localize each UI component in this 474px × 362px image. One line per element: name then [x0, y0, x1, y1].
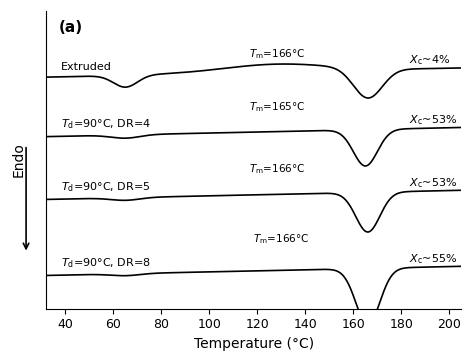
Text: $\mathit{T}_{\mathrm{m}}$=165°C: $\mathit{T}_{\mathrm{m}}$=165°C	[248, 100, 305, 114]
Text: $\mathit{T}_{\mathrm{d}}$=90°C, DR=8: $\mathit{T}_{\mathrm{d}}$=90°C, DR=8	[61, 256, 151, 270]
Text: $\mathit{X}_{\mathrm{c}}$~55%: $\mathit{X}_{\mathrm{c}}$~55%	[409, 252, 457, 266]
Y-axis label: Endo: Endo	[11, 142, 26, 177]
Text: $\mathit{T}_{\mathrm{d}}$=90°C, DR=4: $\mathit{T}_{\mathrm{d}}$=90°C, DR=4	[61, 118, 151, 131]
Text: $\mathit{T}_{\mathrm{d}}$=90°C, DR=5: $\mathit{T}_{\mathrm{d}}$=90°C, DR=5	[61, 180, 150, 194]
Text: (a): (a)	[59, 20, 83, 35]
X-axis label: Temperature (°C): Temperature (°C)	[194, 337, 314, 351]
Text: $\mathit{T}_{\mathrm{m}}$=166°C: $\mathit{T}_{\mathrm{m}}$=166°C	[254, 232, 310, 246]
Text: $\mathit{T}_{\mathrm{m}}$=166°C: $\mathit{T}_{\mathrm{m}}$=166°C	[248, 47, 305, 61]
Text: $\mathit{T}_{\mathrm{m}}$=166°C: $\mathit{T}_{\mathrm{m}}$=166°C	[248, 162, 305, 176]
Text: $\mathit{X}_{\mathrm{c}}$~4%: $\mathit{X}_{\mathrm{c}}$~4%	[409, 54, 450, 67]
Text: $\mathit{X}_{\mathrm{c}}$~53%: $\mathit{X}_{\mathrm{c}}$~53%	[409, 176, 457, 190]
Text: $\mathit{X}_{\mathrm{c}}$~53%: $\mathit{X}_{\mathrm{c}}$~53%	[409, 113, 457, 127]
Text: Extruded: Extruded	[61, 62, 111, 72]
